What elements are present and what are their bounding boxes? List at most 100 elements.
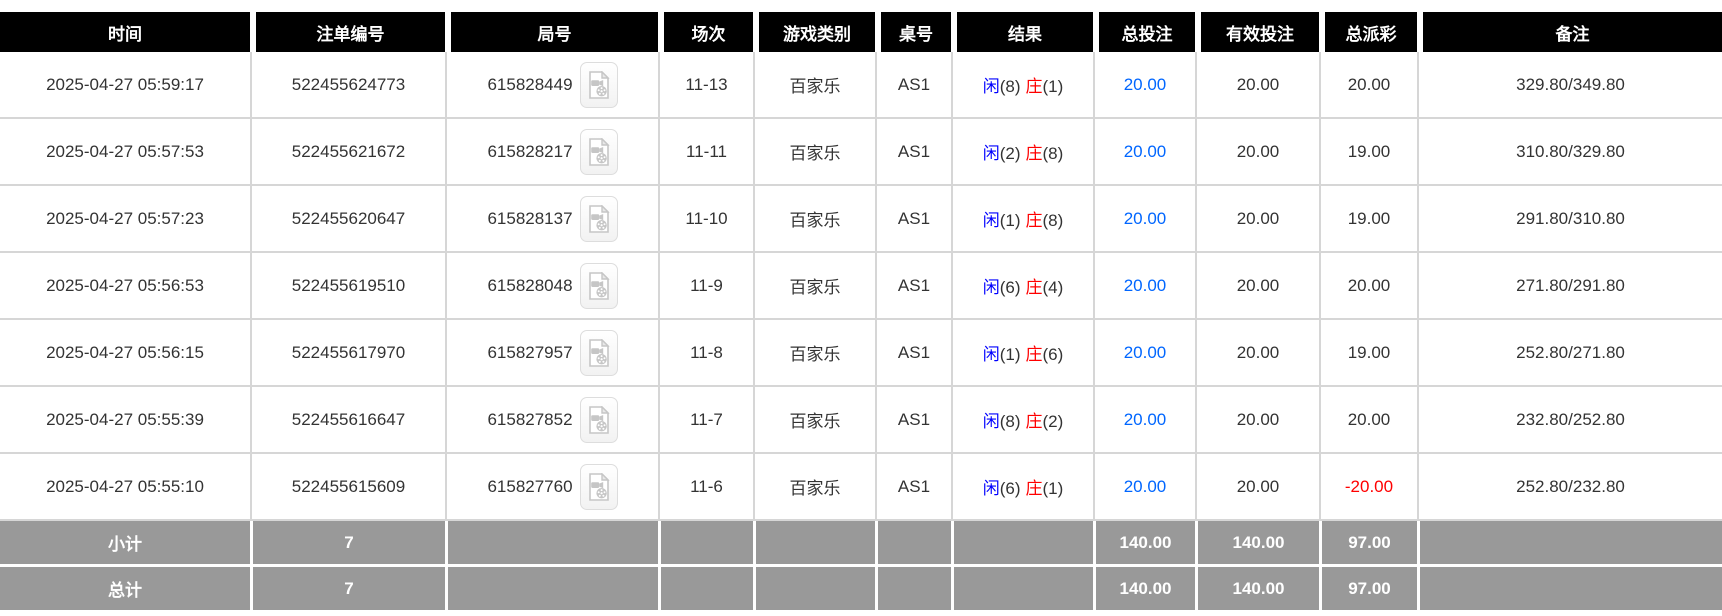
column-header-time: 时间 — [0, 12, 250, 52]
cell-session: 11-6 — [658, 454, 753, 521]
cell-valid-bet: 20.00 — [1195, 253, 1319, 320]
cell-table-no: AS1 — [875, 119, 951, 186]
cell-bet-id: 522455624773 — [250, 52, 445, 119]
summary-empty-remark — [1417, 564, 1722, 610]
cell-remark: 252.80/232.80 — [1417, 454, 1722, 521]
cell-session: 11-9 — [658, 253, 753, 320]
cell-bet-id: 522455619510 — [250, 253, 445, 320]
video-file-icon — [587, 339, 611, 367]
cell-round: 615827760 — [445, 454, 658, 521]
cell-total-bet: 20.00 — [1093, 52, 1195, 119]
cell-time: 2025-04-27 05:55:10 — [0, 454, 250, 521]
cell-table-no: AS1 — [875, 253, 951, 320]
result-player-label: 闲 — [982, 345, 1000, 364]
cell-remark: 232.80/252.80 — [1417, 387, 1722, 454]
column-header-result: 结果 — [951, 12, 1093, 52]
cell-round: 615828449 — [445, 52, 658, 119]
result-banker-points: (2) — [1042, 412, 1064, 431]
cell-time: 2025-04-27 05:56:15 — [0, 320, 250, 387]
cell-payout: 20.00 — [1319, 52, 1417, 119]
cell-round: 615828217 — [445, 119, 658, 186]
column-header-table-no: 桌号 — [875, 12, 951, 52]
subtotal-row: 小计 7 140.00 140.00 97.00 — [0, 521, 1722, 564]
cell-game-type: 百家乐 — [753, 454, 875, 521]
result-player-points: (2) — [999, 144, 1021, 163]
result-player-points: (8) — [999, 412, 1021, 431]
column-header-session: 场次 — [658, 12, 753, 52]
cell-total-bet: 20.00 — [1093, 320, 1195, 387]
cell-table-no: AS1 — [875, 52, 951, 119]
round-number: 615827852 — [487, 409, 573, 429]
video-replay-button[interactable] — [579, 396, 618, 443]
cell-payout: 19.00 — [1319, 119, 1417, 186]
cell-bet-id: 522455617970 — [250, 320, 445, 387]
summary-empty-game — [753, 521, 875, 564]
cell-valid-bet: 20.00 — [1195, 387, 1319, 454]
cell-result: 闲(2) 庄(8) — [951, 119, 1093, 186]
result-player-label: 闲 — [982, 479, 1000, 498]
table-row: 2025-04-27 05:55:39 522455616647 6158278… — [0, 387, 1722, 454]
result-player-points: (8) — [999, 77, 1021, 96]
result-player-points: (1) — [999, 345, 1021, 364]
video-replay-button[interactable] — [579, 128, 618, 175]
summary-empty-round — [445, 521, 658, 564]
cell-game-type: 百家乐 — [753, 52, 875, 119]
cell-table-no: AS1 — [875, 387, 951, 454]
cell-round: 615827957 — [445, 320, 658, 387]
round-number: 615828137 — [487, 208, 573, 228]
summary-empty-result — [951, 521, 1093, 564]
result-banker-label: 庄 — [1025, 278, 1043, 297]
summary-empty-session — [658, 564, 753, 610]
cell-remark: 252.80/271.80 — [1417, 320, 1722, 387]
summary-count: 7 — [250, 521, 445, 564]
round-number: 615827957 — [487, 342, 573, 362]
table-row: 2025-04-27 05:57:53 522455621672 6158282… — [0, 119, 1722, 186]
cell-result: 闲(1) 庄(6) — [951, 320, 1093, 387]
summary-empty-round — [445, 564, 658, 610]
summary-empty-remark — [1417, 521, 1722, 564]
column-header-game-type: 游戏类别 — [753, 12, 875, 52]
result-banker-points: (8) — [1042, 144, 1064, 163]
result-banker-label: 庄 — [1025, 144, 1043, 163]
round-number: 615828048 — [487, 275, 573, 295]
cell-result: 闲(6) 庄(4) — [951, 253, 1093, 320]
result-player-points: (6) — [999, 278, 1021, 297]
video-replay-button[interactable] — [579, 61, 618, 108]
table-row: 2025-04-27 05:56:15 522455617970 6158279… — [0, 320, 1722, 387]
result-banker-points: (1) — [1042, 479, 1064, 498]
result-player-label: 闲 — [982, 412, 1000, 431]
result-player-points: (6) — [999, 479, 1021, 498]
cell-total-bet: 20.00 — [1093, 253, 1195, 320]
cell-result: 闲(8) 庄(1) — [951, 52, 1093, 119]
video-replay-button[interactable] — [579, 262, 618, 309]
cell-total-bet: 20.00 — [1093, 387, 1195, 454]
video-replay-button[interactable] — [579, 195, 618, 242]
cell-time: 2025-04-27 05:59:17 — [0, 52, 250, 119]
cell-valid-bet: 20.00 — [1195, 186, 1319, 253]
bet-history-table: 时间 注单编号 局号 场次 游戏类别 桌号 结果 总投注 有效投注 总派彩 备注… — [0, 12, 1722, 610]
column-header-bet-id: 注单编号 — [250, 12, 445, 52]
cell-total-bet: 20.00 — [1093, 454, 1195, 521]
summary-valid-bet: 140.00 — [1195, 521, 1319, 564]
result-banker-points: (8) — [1042, 211, 1064, 230]
cell-round: 615828048 — [445, 253, 658, 320]
cell-session: 11-13 — [658, 52, 753, 119]
column-header-remark: 备注 — [1417, 12, 1722, 52]
summary-empty-session — [658, 521, 753, 564]
video-file-icon — [587, 71, 611, 99]
cell-session: 11-7 — [658, 387, 753, 454]
cell-time: 2025-04-27 05:56:53 — [0, 253, 250, 320]
cell-game-type: 百家乐 — [753, 119, 875, 186]
cell-time: 2025-04-27 05:55:39 — [0, 387, 250, 454]
video-replay-button[interactable] — [579, 329, 618, 376]
cell-payout: 20.00 — [1319, 253, 1417, 320]
column-header-valid-bet: 有效投注 — [1195, 12, 1319, 52]
video-file-icon — [587, 473, 611, 501]
cell-remark: 271.80/291.80 — [1417, 253, 1722, 320]
cell-payout: 19.00 — [1319, 320, 1417, 387]
cell-round: 615828137 — [445, 186, 658, 253]
cell-table-no: AS1 — [875, 454, 951, 521]
result-banker-label: 庄 — [1025, 479, 1043, 498]
video-replay-button[interactable] — [579, 463, 618, 510]
cell-payout: 19.00 — [1319, 186, 1417, 253]
